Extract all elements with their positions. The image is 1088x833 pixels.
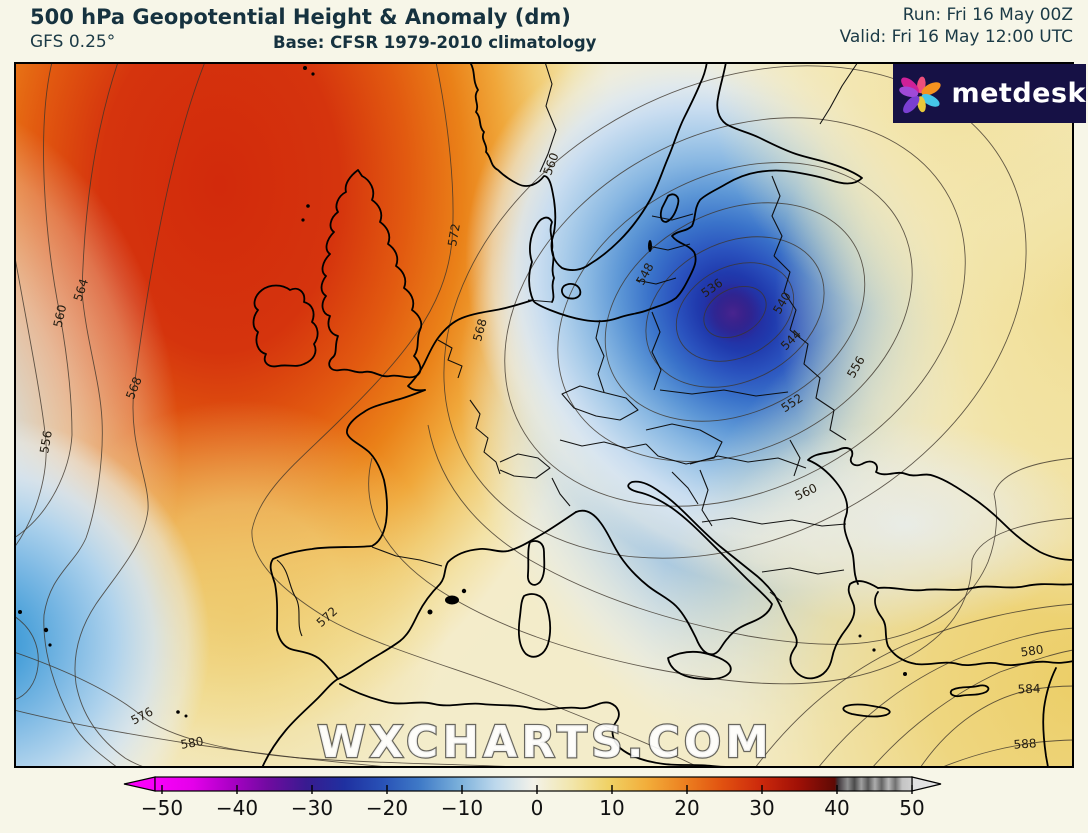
logo-petal [921, 82, 941, 96]
colorbar-tick-label: −50 [141, 796, 183, 820]
country-borders [276, 61, 859, 637]
colorbar-tick-label: −20 [366, 796, 408, 820]
map-panel: 536 540 544 548 552 556 560 560 556 564 568 572 560 5… [13, 61, 1075, 769]
colorbar-tick-label: 40 [824, 796, 849, 820]
logo-petal [899, 86, 919, 97]
contour-label: 572 [445, 223, 463, 248]
contour-label: 568 [470, 317, 489, 343]
colorbar-gradient-bar [154, 776, 913, 792]
metdesk-logo: metdesk [893, 64, 1086, 123]
colorbar-tick-label: −40 [216, 796, 258, 820]
metdesk-logo-text: metdesk [951, 78, 1086, 109]
watermark: WXCHARTS.COM [317, 717, 773, 768]
contour-label: 564 [71, 277, 91, 303]
model-label: GFS 0.25° [30, 32, 116, 52]
colorbar: −50 −40 −30 −20 −10 0 10 20 30 40 50 [123, 776, 942, 820]
height-contours [13, 61, 1075, 769]
climatology-base-label: Base: CFSR 1979-2010 climatology [273, 33, 597, 52]
run-time-label: Run: Fri 16 May 00Z [902, 5, 1073, 25]
contour-label: 560 [51, 303, 69, 328]
logo-petal [903, 95, 920, 114]
contour-label: 580 [180, 734, 205, 752]
colorbar-ticks: −50 −40 −30 −20 −10 0 10 20 30 40 50 [141, 785, 925, 820]
contour-label: 584 [1017, 682, 1040, 697]
colorbar-tick-label: 30 [749, 796, 774, 820]
metdesk-flower-icon [899, 76, 941, 114]
coastlines [252, 61, 1075, 769]
anomaly-map: 5365405445485525565605605565645685725605… [13, 61, 1075, 769]
colorbar-tick-label: 50 [899, 796, 924, 820]
logo-petal [921, 94, 940, 107]
colorbar-tick-label: 20 [674, 796, 699, 820]
colorbar-tick-label: −10 [441, 796, 483, 820]
colorbar-tick-label: 10 [599, 796, 624, 820]
colorbar-panel: −50 −40 −30 −20 −10 0 10 20 30 40 50 [0, 768, 1088, 833]
contour-label: 588 [1013, 736, 1037, 752]
map-frame [14, 62, 1074, 768]
small-islands [18, 66, 907, 718]
colorbar-tick-label: −30 [291, 796, 333, 820]
page-title: 500 hPa Geopotential Height & Anomaly (d… [30, 5, 571, 29]
colorbar-underflow-arrow [123, 776, 156, 792]
colorbar-tick-label: 0 [531, 796, 544, 820]
contour-label: 580 [1020, 642, 1045, 659]
valid-time-label: Valid: Fri 16 May 12:00 UTC [839, 27, 1073, 47]
logo-petal [917, 96, 926, 113]
colorbar-overflow-arrow [911, 776, 942, 792]
contour-label: 556 [37, 430, 55, 455]
